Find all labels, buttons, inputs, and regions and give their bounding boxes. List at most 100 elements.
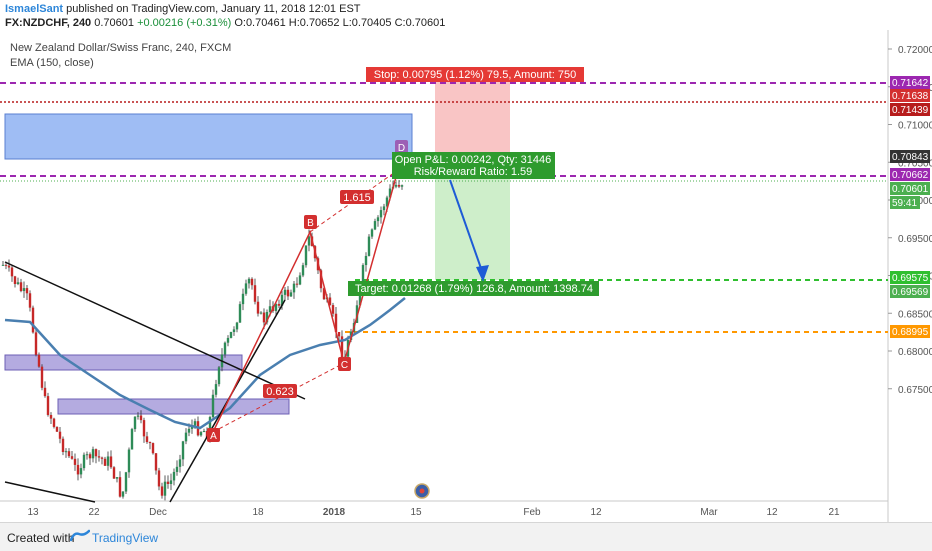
candle-body-81 [244, 283, 248, 294]
candle-body-113 [340, 336, 344, 360]
supply-zone[interactable] [4, 113, 413, 160]
candle-body-69 [208, 417, 212, 439]
candle-body-26 [79, 468, 83, 475]
candle-body-34 [103, 458, 107, 466]
svg-text:B: B [307, 218, 314, 229]
candle-body-72 [217, 367, 221, 385]
point-b[interactable]: B [304, 215, 317, 229]
trendline-upper[interactable] [4, 261, 306, 400]
ratio-label-ac[interactable]: 0.623 [263, 384, 297, 398]
price-label-2: 0.71439 [892, 105, 929, 116]
candle-body-38 [115, 477, 119, 479]
trendline-lower[interactable] [4, 481, 96, 503]
candle-body-132 [397, 184, 401, 187]
abcd-pattern[interactable] [212, 169, 399, 433]
svg-text:0.623: 0.623 [266, 386, 294, 398]
price-label-bg-9 [890, 325, 930, 338]
candle-body-12 [37, 354, 41, 367]
stop-label[interactable]: Stop: 0.00795 (1.12%) 79.5, Amount: 750 [366, 67, 584, 82]
pnl-label[interactable]: Open P&L: 0.00242, Qty: 31446 Risk/Rewar… [392, 152, 555, 179]
candle-body-8 [25, 288, 29, 294]
candle-body-122 [367, 236, 371, 256]
candle-body-131 [394, 184, 398, 187]
candle-body-27 [82, 454, 86, 469]
candle-body-99 [298, 275, 302, 285]
candle-body-19 [58, 431, 62, 439]
chart-header: IsmaelSant published on TradingView.com,… [0, 0, 932, 30]
candle-body-22 [67, 451, 71, 457]
chart-title: New Zealand Dollar/Swiss Franc, 240, FXC… [10, 42, 231, 54]
event-flag-dot [419, 488, 425, 494]
candle-body-70 [211, 394, 215, 418]
ratio-label-bd[interactable]: 1.615 [340, 190, 374, 204]
candle-body-2 [7, 265, 11, 268]
price-label-bg-4 [890, 168, 930, 181]
close-value: C:0.70601 [394, 17, 446, 29]
candle-body-0 [1, 264, 5, 266]
candle-body-100 [301, 265, 305, 276]
price-label-5: 0.70601 [892, 184, 929, 195]
svg-text:D: D [398, 143, 405, 154]
price-label-7: 0.69575 [892, 273, 929, 284]
candle-body-1 [4, 264, 8, 266]
time-tick-7: 12 [590, 507, 602, 518]
price-label-6: 59:41 [892, 198, 917, 209]
candle-body-55 [166, 481, 170, 484]
point-c[interactable]: C [338, 357, 351, 371]
price-tick-8: 0.68000 [898, 347, 932, 358]
tradingview-logo-icon[interactable] [70, 529, 90, 543]
time-tick-3: 18 [252, 507, 264, 518]
author-link[interactable]: IsmaelSant [5, 3, 64, 15]
candle-body-128 [385, 197, 389, 207]
point-d[interactable]: D [395, 140, 408, 154]
candle-body-57 [172, 471, 176, 481]
candle-body-48 [145, 436, 149, 443]
price-label-bg-3 [890, 150, 930, 163]
time-tick-9: 12 [766, 507, 778, 518]
candle-body-47 [142, 420, 146, 437]
candle-body-129 [388, 188, 392, 198]
candle-body-9 [28, 293, 32, 308]
candle-body-31 [94, 449, 98, 457]
candle-body-58 [175, 466, 179, 472]
price-tick-7: 0.68500 [898, 309, 932, 320]
candle-body-4 [13, 276, 17, 285]
projection-arrow[interactable] [449, 179, 484, 275]
candle-body-86 [259, 312, 263, 314]
tradingview-link[interactable]: TradingView [92, 531, 159, 545]
zone-left[interactable] [4, 354, 243, 371]
candle-body-101 [304, 245, 308, 266]
price-tick-5: 0.69500 [898, 234, 932, 245]
time-axis: 13 22 Dec 18 2018 15 Feb 12 Mar 12 21 [27, 507, 840, 518]
target-label[interactable]: Target: 0.01268 (1.79%) 126.8, Amount: 1… [348, 281, 599, 296]
candle-body-37 [112, 467, 116, 479]
point-a[interactable]: A [207, 428, 220, 442]
candle-body-17 [52, 418, 56, 427]
publish-line: IsmaelSant published on TradingView.com,… [5, 3, 361, 15]
price-chart[interactable]: 0.720000.715000.710000.705000.700000.695… [0, 30, 932, 522]
candle-body-32 [97, 456, 101, 458]
symbol-label: FX:NZDCHF, 240 [5, 17, 92, 29]
zone-bottom[interactable] [57, 398, 290, 415]
price-label-bg-1 [890, 89, 930, 102]
candle-body-50 [151, 443, 155, 454]
candle-body-5 [16, 282, 20, 285]
candle-body-121 [364, 255, 368, 266]
candle-body-92 [277, 303, 281, 306]
svg-text:Target: 0.01268 (1.79%) 126.8,: Target: 0.01268 (1.79%) 126.8, Amount: 1… [355, 283, 593, 295]
footer-bar: Created with TradingView [0, 522, 932, 551]
candle-body-80 [241, 293, 245, 305]
candle-body-67 [202, 430, 206, 433]
candle-body-49 [148, 442, 152, 444]
candle-body-29 [88, 454, 92, 459]
candle-body-82 [247, 278, 251, 284]
price-label-3: 0.70843 [892, 152, 929, 163]
candle-body-89 [268, 306, 272, 312]
svg-text:1.615: 1.615 [343, 192, 371, 204]
reward-zone[interactable] [435, 175, 510, 280]
price-label-bg-5 [890, 182, 930, 195]
time-tick-1: 22 [88, 507, 100, 518]
candle-body-66 [199, 432, 203, 436]
time-tick-8: Mar [700, 507, 718, 518]
candle-body-14 [43, 387, 47, 397]
